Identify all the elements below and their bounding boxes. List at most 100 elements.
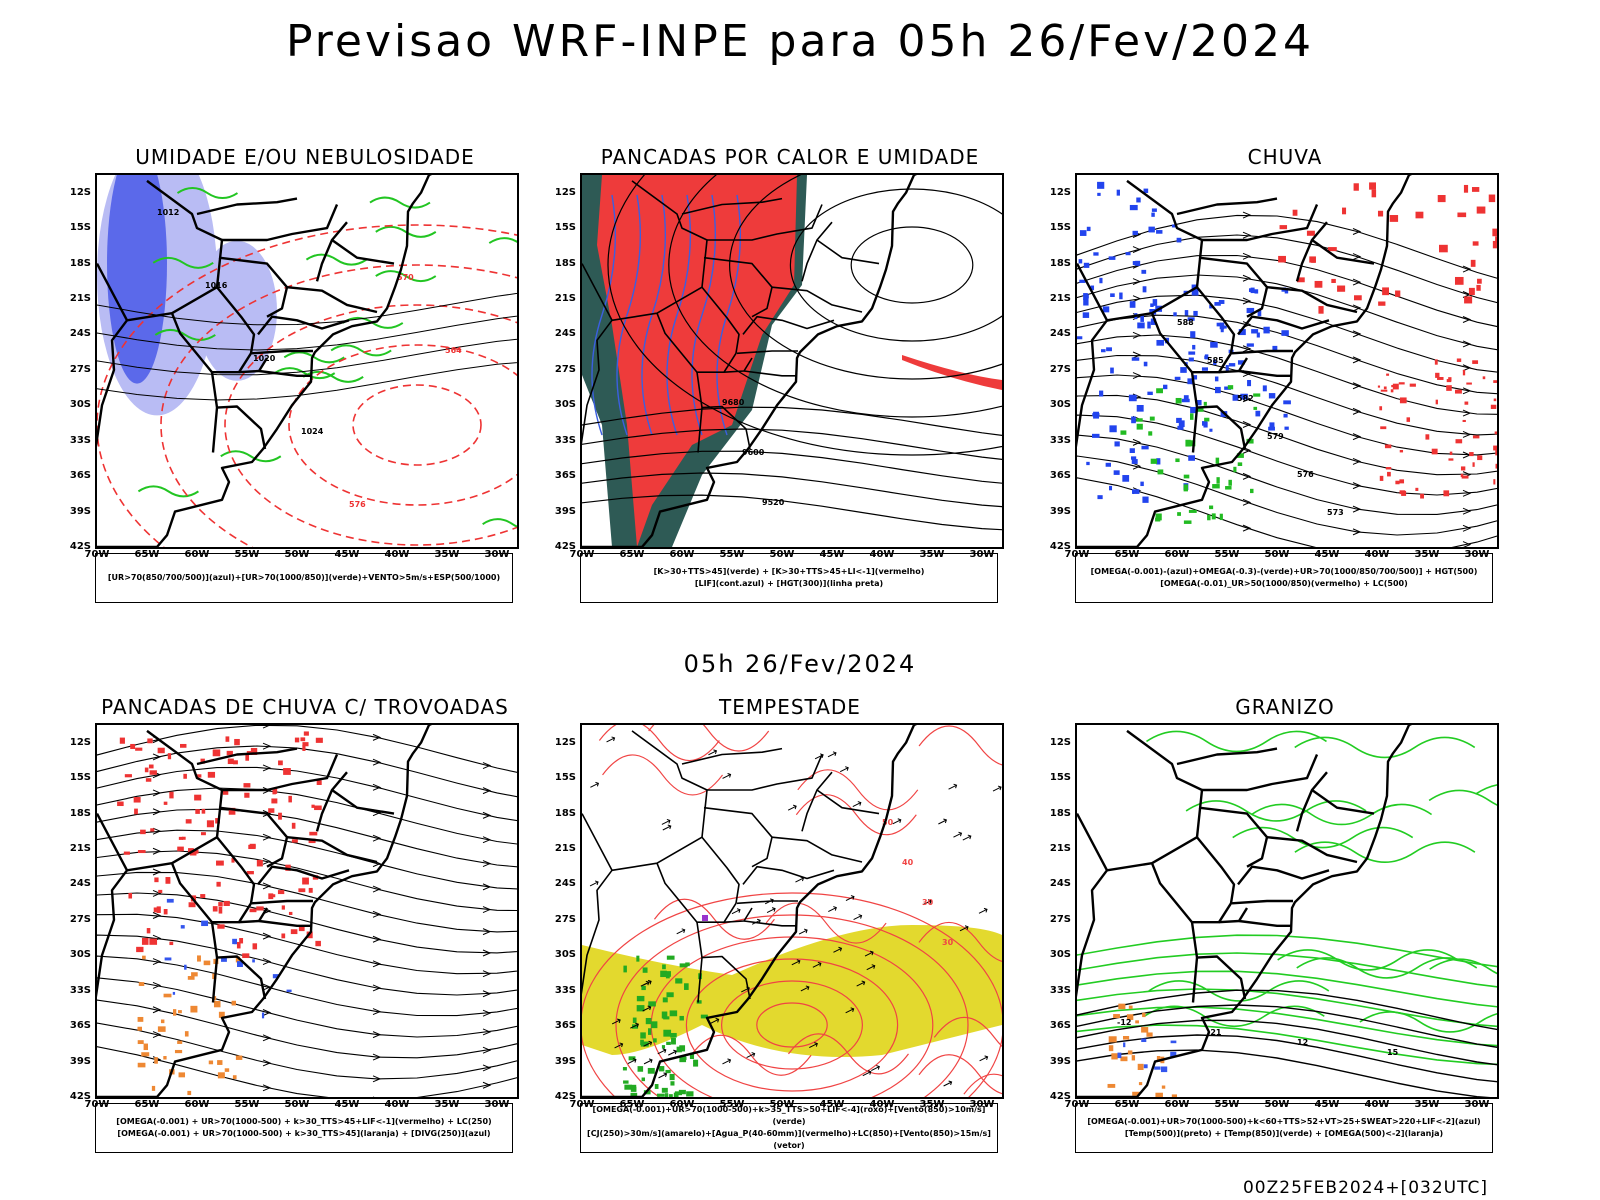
omega-area-blue [1191,288,1199,296]
rain-area-red [1434,359,1438,365]
hgt-contour [607,175,1002,456]
divergence-area-blue [233,940,237,945]
legend-box: [OMEGA(-0.001)+UR>70(1000-500)+k<60+TTS>… [1075,1103,1493,1153]
streamline-arrow [482,1064,492,1072]
rain-area-red [1462,419,1466,423]
wind-vector [606,736,616,743]
border-line [286,286,378,314]
temp-850-green [1146,730,1327,753]
omega-area-blue [1106,347,1112,352]
temp-850-green [1077,1024,1497,1066]
thunderstorm-area-red [268,893,274,900]
thunderstorm-area-red [133,797,141,803]
border-line [210,372,219,453]
omega-area-blue [1202,421,1207,426]
omega-area-blue [1248,288,1253,293]
omega-area-blue [1102,306,1110,313]
hail-area-blue [1141,1038,1147,1043]
omega-area-orange [1108,1045,1114,1052]
temp-850-green [1077,934,1497,968]
legend-box: [UR>70(850/700/500)](azul)+[UR>70(1000/8… [95,553,513,603]
border-line [170,836,256,924]
omega-area-green [1136,418,1143,422]
omega-area-orange [1128,1005,1133,1009]
lat-label: 30S [69,949,91,961]
map-trovoadas [95,723,519,1099]
streamline-arrow [482,836,492,844]
lat-label: 12S [69,186,91,198]
thunderstorm-area-orange [143,1043,148,1051]
omega-area-green [1212,484,1220,489]
lat-label: 12S [69,736,91,748]
border-line [196,197,298,216]
streamline-arrow [262,932,272,940]
omega-area-blue [1190,406,1198,414]
omega-area-blue [1246,307,1255,314]
thickness-contour-red [288,344,517,506]
streamline-arrow [1242,524,1252,532]
border-line [218,806,289,868]
legend-line-1: [OMEGA(-0.001)+UR>70(1000-500)+k<60+TTS>… [1087,1117,1481,1126]
hgt-500-line [1077,214,1497,279]
lat-label: 33S [69,984,91,996]
omega-area-blue [1132,230,1138,236]
border-line [1150,836,1236,924]
omega-area-blue [1150,303,1154,307]
streamline-arrow [372,758,382,766]
severe-area-purple [702,915,708,921]
omega-area-blue [1171,224,1176,228]
thunderstorm-area-red [302,877,309,885]
lon-label: 65W [1114,1099,1140,1110]
thunderstorm-area-red [256,906,264,911]
omega-area-green [1209,505,1214,510]
lat-label: 15S [1049,772,1071,784]
omega-area-blue [1116,189,1120,196]
map-pancadas-calor: 9680960095209440 [580,173,1004,549]
thunderstorm-area-red [278,812,282,820]
streamline-arrow [1352,505,1362,513]
lon-label: 45W [819,1099,845,1110]
thunderstorm-area-red [216,881,221,887]
border-line [1077,319,1108,448]
thickness-contour-red [352,384,482,466]
wind-area-green [632,1017,637,1024]
temp-850-green [1077,952,1497,988]
rain-area-red [1377,210,1384,217]
streamline [97,745,517,798]
rain-area-red [1472,435,1480,439]
wind-area-green [651,1021,658,1029]
contour-label: 588 [1177,318,1194,327]
lat-label: 12S [554,736,576,748]
streamline-arrow [152,753,162,761]
wind-vector [614,1042,624,1049]
border-line [696,922,703,1003]
lat-label: 33S [1049,434,1071,446]
border-line [743,370,796,377]
lc-850-contour [582,892,1002,1097]
lon-label: 55W [719,1099,745,1110]
streamline-arrow [1462,364,1472,372]
omega-area-blue [1110,293,1115,297]
rain-area-red [1495,450,1497,456]
streamline [97,850,517,912]
omega-area-green [1155,513,1162,521]
lat-label: 27S [554,363,576,375]
border-line [97,179,224,322]
streamline-arrow [372,910,382,918]
omega-area-blue [1225,365,1229,372]
border-line [701,955,751,1000]
streamline-arrow [482,787,492,795]
omega-area-orange [1118,1003,1126,1010]
thunderstorm-area-red [182,836,186,840]
streamline-arrow [262,725,272,729]
streamline-arrow [1132,295,1142,303]
lon-label: 50W [1264,549,1290,560]
lon-label: 45W [334,549,360,560]
rain-area-red [1435,399,1438,405]
hail-area-blue [1143,1064,1148,1069]
thunderstorm-area-orange [172,1009,177,1016]
streamline-arrow [1462,409,1472,417]
wind-area-green [696,1000,702,1004]
omega-area-blue [1137,322,1145,329]
temp-850-green [1143,1005,1325,1027]
